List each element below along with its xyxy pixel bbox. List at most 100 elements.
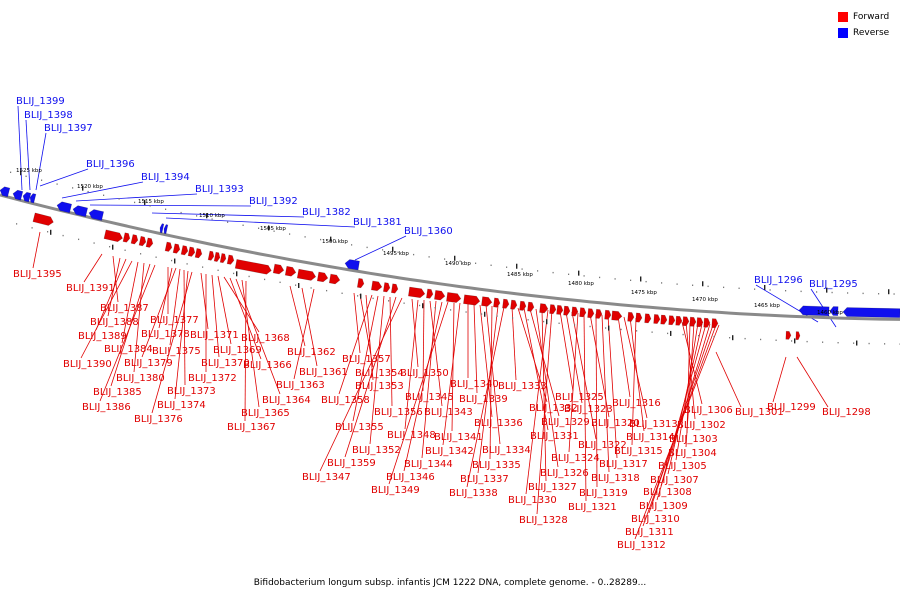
forward-gene-arrow[interactable]	[556, 305, 564, 315]
reverse-gene-label[interactable]: BLIJ_1382	[302, 207, 351, 218]
forward-gene-arrow[interactable]	[549, 304, 557, 315]
forward-gene-label[interactable]: BLIJ_1378	[141, 329, 190, 340]
forward-gene-label[interactable]: BLIJ_1363	[276, 380, 325, 391]
forward-gene-label[interactable]: BLIJ_1316	[612, 398, 661, 409]
forward-gene-arrow[interactable]	[235, 259, 272, 275]
forward-gene-arrow[interactable]	[103, 229, 124, 243]
forward-gene-label[interactable]: BLIJ_1355	[335, 422, 384, 433]
reverse-gene-arrow[interactable]	[22, 192, 31, 202]
forward-gene-arrow[interactable]	[519, 301, 526, 311]
reverse-gene-arrow[interactable]	[344, 259, 360, 271]
forward-gene-arrow[interactable]	[689, 317, 697, 327]
reverse-gene-label[interactable]: BLIJ_1393	[195, 184, 244, 195]
forward-gene-arrow[interactable]	[214, 252, 221, 262]
forward-gene-arrow[interactable]	[527, 302, 534, 312]
forward-gene-arrow[interactable]	[173, 243, 181, 254]
forward-gene-arrow[interactable]	[463, 294, 480, 306]
forward-gene-label[interactable]: BLIJ_1326	[540, 468, 589, 479]
reverse-gene-arrow[interactable]	[12, 189, 23, 201]
forward-gene-arrow[interactable]	[273, 264, 284, 275]
forward-gene-arrow[interactable]	[627, 312, 635, 322]
reverse-gene-arrow[interactable]	[799, 305, 830, 316]
forward-gene-label[interactable]: BLIJ_1305	[658, 461, 707, 472]
forward-gene-arrow[interactable]	[653, 314, 661, 324]
forward-gene-arrow[interactable]	[493, 297, 500, 308]
forward-gene-arrow[interactable]	[426, 288, 433, 299]
reverse-gene-label[interactable]: BLIJ_1399	[16, 96, 65, 107]
forward-gene-label[interactable]: BLIJ_1384	[104, 344, 153, 355]
forward-gene-arrow[interactable]	[195, 248, 203, 258]
forward-gene-arrow[interactable]	[703, 318, 711, 328]
forward-gene-label[interactable]: BLIJ_1365	[241, 408, 290, 419]
forward-gene-label[interactable]: BLIJ_1356	[374, 407, 423, 418]
forward-gene-arrow[interactable]	[595, 309, 603, 319]
forward-gene-arrow[interactable]	[668, 315, 676, 325]
forward-gene-label[interactable]: BLIJ_1313	[629, 419, 678, 430]
forward-gene-label[interactable]: BLIJ_1346	[386, 472, 435, 483]
forward-gene-arrow[interactable]	[571, 306, 579, 317]
forward-gene-arrow[interactable]	[297, 269, 316, 281]
forward-gene-label[interactable]: BLIJ_1395	[13, 269, 62, 280]
forward-gene-arrow[interactable]	[131, 234, 139, 245]
forward-gene-arrow[interactable]	[285, 266, 296, 277]
reverse-gene-arrow[interactable]	[29, 193, 36, 203]
forward-gene-label[interactable]: BLIJ_1342	[425, 446, 474, 457]
reverse-gene-label[interactable]: BLIJ_1397	[44, 123, 93, 134]
forward-gene-label[interactable]: BLIJ_1303	[669, 434, 718, 445]
forward-gene-label[interactable]: BLIJ_1348	[387, 430, 436, 441]
forward-gene-label[interactable]: BLIJ_1332	[529, 403, 578, 414]
forward-gene-label[interactable]: BLIJ_1362	[287, 347, 336, 358]
forward-gene-label[interactable]: BLIJ_1314	[626, 432, 675, 443]
forward-gene-arrow[interactable]	[563, 306, 571, 316]
forward-gene-label[interactable]: BLIJ_1371	[190, 330, 239, 341]
forward-gene-arrow[interactable]	[391, 283, 398, 294]
forward-gene-label[interactable]: BLIJ_1380	[116, 373, 165, 384]
forward-gene-label[interactable]: BLIJ_1367	[227, 422, 276, 433]
forward-gene-arrow[interactable]	[146, 237, 154, 248]
forward-gene-label[interactable]: BLIJ_1359	[327, 458, 376, 469]
reverse-gene-arrow[interactable]	[88, 209, 104, 221]
forward-gene-arrow[interactable]	[711, 318, 719, 328]
forward-gene-label[interactable]: BLIJ_1312	[617, 540, 666, 551]
forward-gene-label[interactable]: BLIJ_1334	[482, 445, 531, 456]
forward-gene-arrow[interactable]	[371, 280, 382, 291]
forward-gene-label[interactable]: BLIJ_1369	[213, 345, 262, 356]
forward-gene-label[interactable]: BLIJ_1352	[352, 445, 401, 456]
forward-gene-label[interactable]: BLIJ_1349	[371, 485, 420, 496]
reverse-gene-label[interactable]: BLIJ_1381	[353, 217, 402, 228]
forward-gene-arrow[interactable]	[123, 232, 131, 243]
forward-gene-label[interactable]: BLIJ_1311	[625, 527, 674, 538]
forward-gene-label[interactable]: BLIJ_1344	[404, 459, 453, 470]
forward-gene-label[interactable]: BLIJ_1388	[90, 317, 139, 328]
forward-gene-label[interactable]: BLIJ_1391	[66, 283, 115, 294]
forward-gene-label[interactable]: BLIJ_1386	[82, 402, 131, 413]
forward-gene-arrow[interactable]	[188, 246, 196, 257]
forward-gene-label[interactable]: BLIJ_1376	[134, 414, 183, 425]
forward-gene-label[interactable]: BLIJ_1337	[460, 474, 509, 485]
forward-gene-label[interactable]: BLIJ_1323	[564, 404, 613, 415]
forward-gene-arrow[interactable]	[227, 254, 235, 265]
forward-gene-label[interactable]: BLIJ_1335	[472, 460, 521, 471]
forward-gene-arrow[interactable]	[611, 310, 623, 321]
forward-gene-label[interactable]: BLIJ_1374	[157, 400, 206, 411]
forward-gene-label[interactable]: BLIJ_1315	[614, 446, 663, 457]
reverse-gene-arrow[interactable]	[163, 224, 168, 234]
forward-gene-label[interactable]: BLIJ_1324	[551, 453, 600, 464]
forward-gene-label[interactable]: BLIJ_1357	[342, 354, 391, 365]
forward-gene-label[interactable]: BLIJ_1338	[449, 488, 498, 499]
reverse-gene-label[interactable]: BLIJ_1398	[24, 110, 73, 121]
forward-gene-arrow[interactable]	[795, 331, 800, 340]
forward-gene-arrow[interactable]	[785, 331, 791, 340]
forward-gene-arrow[interactable]	[539, 303, 548, 314]
forward-gene-label[interactable]: BLIJ_1325	[555, 392, 604, 403]
forward-gene-label[interactable]: BLIJ_1304	[668, 448, 717, 459]
forward-gene-label[interactable]: BLIJ_1329	[541, 417, 590, 428]
forward-gene-label[interactable]: BLIJ_1389	[78, 331, 127, 342]
reverse-gene-label[interactable]: BLIJ_1392	[249, 196, 298, 207]
reverse-gene-arrow[interactable]	[830, 306, 839, 316]
forward-gene-label[interactable]: BLIJ_1339	[459, 394, 508, 405]
forward-gene-label[interactable]: BLIJ_1345	[405, 392, 454, 403]
forward-gene-arrow[interactable]	[481, 296, 492, 307]
forward-gene-label[interactable]: BLIJ_1372	[188, 373, 237, 384]
forward-gene-arrow[interactable]	[165, 242, 173, 252]
